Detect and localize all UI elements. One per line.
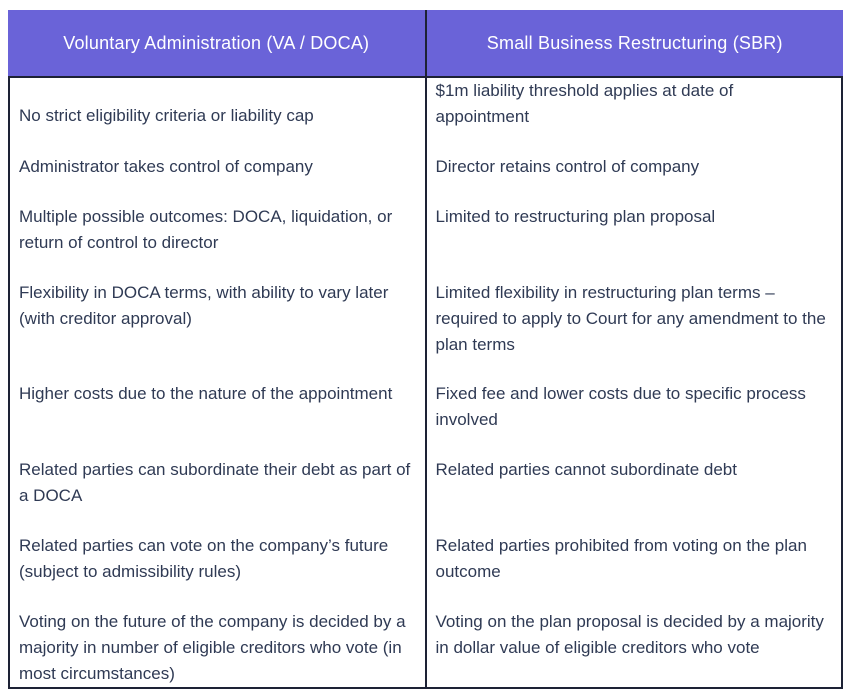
cell-va-outcomes: Multiple possible outcomes: DOCA, liquid… (9, 204, 427, 280)
cell-va-related-party-voting: Related parties can vote on the company’… (9, 533, 427, 609)
table-row: Voting on the future of the company is d… (9, 609, 842, 688)
table-row: Administrator takes control of company D… (9, 154, 842, 204)
cell-sbr-flexibility: Limited flexibility in restructuring pla… (435, 283, 826, 354)
table-header-row: Voluntary Administration (VA / DOCA) Sma… (8, 10, 843, 76)
cell-sbr-control: Director retains control of company (435, 157, 700, 176)
header-cell-small-business-restructuring: Small Business Restructuring (SBR) (426, 10, 843, 76)
cell-va-subordinate-debt: Related parties can subordinate their de… (9, 457, 427, 533)
cell-sbr-eligibility: $1m liability threshold applies at date … (435, 81, 734, 126)
header-column-divider (424, 10, 427, 76)
table-row: Flexibility in DOCA terms, with ability … (9, 280, 842, 381)
cell-va-control: Administrator takes control of company (9, 154, 427, 204)
cell-sbr-costs: Fixed fee and lower costs due to specifi… (435, 384, 806, 429)
table-row: Related parties can subordinate their de… (9, 457, 842, 533)
header-cell-voluntary-administration: Voluntary Administration (VA / DOCA) (8, 10, 425, 76)
cell-va-voting-majority: Voting on the future of the company is d… (9, 609, 427, 688)
cell-va-costs: Higher costs due to the nature of the ap… (9, 381, 427, 457)
cell-sbr-voting-majority: Voting on the plan proposal is decided b… (435, 612, 824, 657)
table-body: No strict eligibility criteria or liabil… (8, 76, 843, 689)
table-row: No strict eligibility criteria or liabil… (9, 77, 842, 154)
table-row: Multiple possible outcomes: DOCA, liquid… (9, 204, 842, 280)
cell-va-flexibility: Flexibility in DOCA terms, with ability … (9, 280, 427, 381)
header-label-sbr: Small Business Restructuring (SBR) (486, 32, 783, 53)
cell-sbr-subordinate-debt: Related parties cannot subordinate debt (435, 460, 737, 479)
header-label-va: Voluntary Administration (VA / DOCA) (63, 32, 370, 53)
va-vs-sbr-comparison-table: Voluntary Administration (VA / DOCA) Sma… (8, 10, 843, 689)
cell-va-eligibility: No strict eligibility criteria or liabil… (9, 77, 427, 154)
cell-sbr-outcomes: Limited to restructuring plan proposal (435, 207, 716, 226)
cell-sbr-related-party-voting: Related parties prohibited from voting o… (435, 536, 807, 581)
table-row: Higher costs due to the nature of the ap… (9, 381, 842, 457)
table-row: Related parties can vote on the company’… (9, 533, 842, 609)
